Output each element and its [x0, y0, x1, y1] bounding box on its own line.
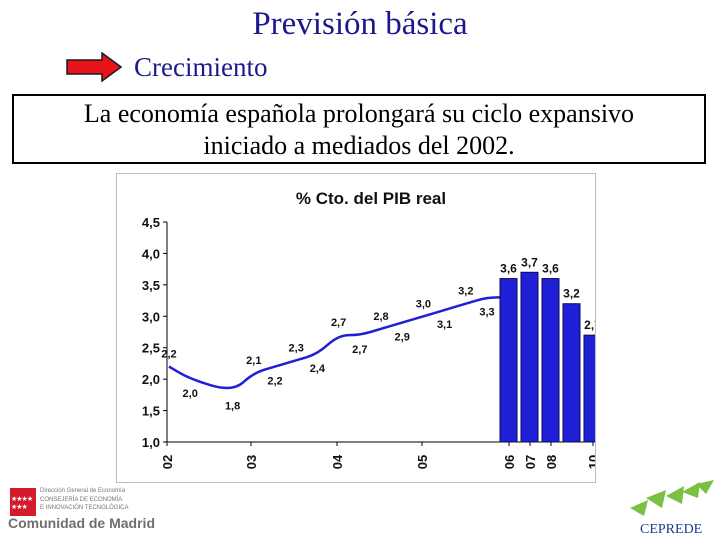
- comunidad-madrid-logo: ★★★★ ★★★ Dirección General de Economía CO…: [8, 488, 182, 534]
- line-data-label: 2,2: [161, 349, 176, 361]
- ceprede-emblem-icon: [630, 480, 714, 516]
- line-data-label: 2,8: [373, 311, 388, 323]
- x-tick-label: 07: [523, 455, 538, 469]
- y-tick-label: 2,0: [142, 372, 160, 387]
- logo-line-2: CONSEJERÍA DE ECONOMÍA: [40, 497, 123, 503]
- bar-data-label: 3,6: [500, 262, 517, 276]
- gdp-bar: [541, 278, 560, 443]
- line-data-label: 2,9: [395, 332, 410, 344]
- y-tick-label: 3,5: [142, 278, 160, 293]
- ceprede-logo: CEPREDE: [626, 478, 718, 538]
- ceprede-name: CEPREDE: [640, 522, 703, 537]
- slide-subtitle: Crecimiento: [134, 52, 268, 82]
- line-data-label: 3,0: [416, 298, 431, 310]
- x-tick-label: 08: [544, 455, 559, 469]
- y-tick-label: 3,0: [142, 309, 160, 324]
- y-tick-label: 4,0: [142, 246, 160, 261]
- statement-line-1: La economía española prolongará su ciclo…: [83, 99, 635, 128]
- x-tick-label: 02: [160, 455, 175, 469]
- gdp-line: [168, 296, 509, 390]
- x-tick-label: 06: [502, 455, 517, 469]
- line-data-label: 3,2: [458, 286, 473, 298]
- y-tick-label: 2,5: [142, 341, 160, 356]
- statement-line-2: iniciado a mediados del 2002.: [203, 131, 515, 160]
- gdp-bar: [499, 278, 518, 443]
- y-tick-label: 1,0: [142, 435, 160, 450]
- line-data-label: 2,4: [310, 363, 326, 375]
- line-data-label: 2,7: [352, 344, 367, 356]
- line-data-label: 3,3: [479, 306, 494, 318]
- arrow-right-icon: [66, 52, 122, 82]
- x-tick-label: 05: [415, 455, 430, 469]
- bar-data-label: 3,7: [521, 255, 538, 269]
- y-tick-label: 4,5: [142, 215, 160, 230]
- line-data-label: 2,2: [267, 376, 282, 388]
- line-data-label: 2,0: [183, 388, 198, 400]
- statement-box: La economía española prolongará su ciclo…: [12, 94, 706, 164]
- logo-name: Comunidad de Madrid: [8, 515, 155, 531]
- x-tick-label: 04: [330, 454, 345, 469]
- x-tick-label: 03: [244, 455, 259, 469]
- stars-icon: ★★★★ ★★★: [11, 495, 33, 511]
- x-tick-label: 10: [586, 455, 595, 469]
- madrid-flag-icon: [10, 488, 36, 516]
- logo-line-1: Dirección General de Economía: [40, 488, 126, 494]
- slide-title: Previsión básica: [252, 6, 468, 42]
- bar-data-label: 2,7: [584, 318, 595, 332]
- line-data-label: 2,1: [246, 355, 261, 367]
- bar-data-label: 3,2: [563, 287, 580, 301]
- gdp-chart: % Cto. del PIB real 1,0 1,5 2,0 2,5 3,0 3,5 4,…: [116, 173, 604, 483]
- line-data-label: 2,3: [289, 342, 304, 354]
- y-tick-label: 1,5: [142, 404, 160, 419]
- bar-data-label: 3,6: [542, 262, 559, 276]
- gdp-bar: [562, 303, 581, 443]
- logo-line-3: E INNOVACIÓN TECNOLÓGICA: [40, 505, 129, 511]
- line-data-label: 1,8: [225, 401, 240, 413]
- line-data-label: 2,7: [331, 317, 346, 329]
- line-data-label: 3,1: [437, 319, 452, 331]
- chart-title: % Cto. del PIB real: [296, 189, 446, 208]
- gdp-bar: [583, 334, 602, 443]
- gdp-bar: [520, 271, 539, 443]
